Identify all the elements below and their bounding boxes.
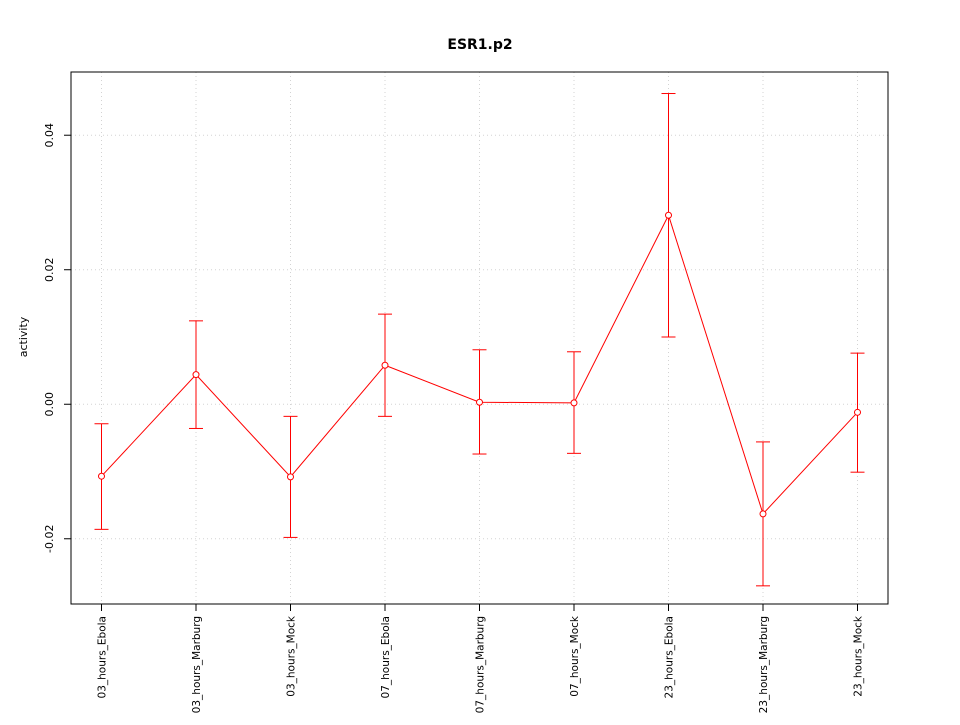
x-axis: 03_hours_Ebola 03_hours_Marburg 03_hours_M… [97, 604, 865, 713]
y-axis: -0.02 0.00 0.02 0.04 [43, 123, 71, 553]
x-tick-label: 03_hours_Marburg [191, 616, 203, 713]
x-tick-label: 23_hours_Mock [853, 615, 865, 697]
data-point [665, 211, 672, 219]
y-tick-label: -0.02 [43, 525, 56, 553]
data-point [854, 408, 861, 416]
x-tick-label: 07_hours_Mock [569, 615, 581, 697]
data-point [98, 472, 105, 480]
data-point [570, 399, 578, 407]
plot-frame [70, 71, 889, 605]
y-tick-label: 0.04 [43, 123, 56, 148]
y-tick-label: 0.00 [43, 392, 56, 417]
x-tick-label: 03_hours_Ebola [97, 616, 109, 698]
x-tick-label: 07_hours_Marburg [475, 616, 487, 713]
data-point [192, 371, 200, 379]
x-tick-label: 03_hours_Mock [286, 615, 298, 697]
series [94, 93, 865, 587]
data-point [381, 361, 389, 369]
data-point [759, 510, 767, 518]
y-tick-label: 0.02 [43, 257, 56, 282]
x-tick-label: 23_hours_Marburg [758, 616, 770, 713]
x-tick-label: 23_hours_Ebola [664, 616, 676, 698]
data-point [287, 473, 294, 481]
chart-title: ESR1.p2 [447, 37, 512, 53]
x-tick-label: 07_hours_Ebola [380, 616, 392, 698]
grid [71, 72, 888, 604]
y-axis-label: activity [17, 316, 30, 357]
data-point [476, 398, 483, 406]
